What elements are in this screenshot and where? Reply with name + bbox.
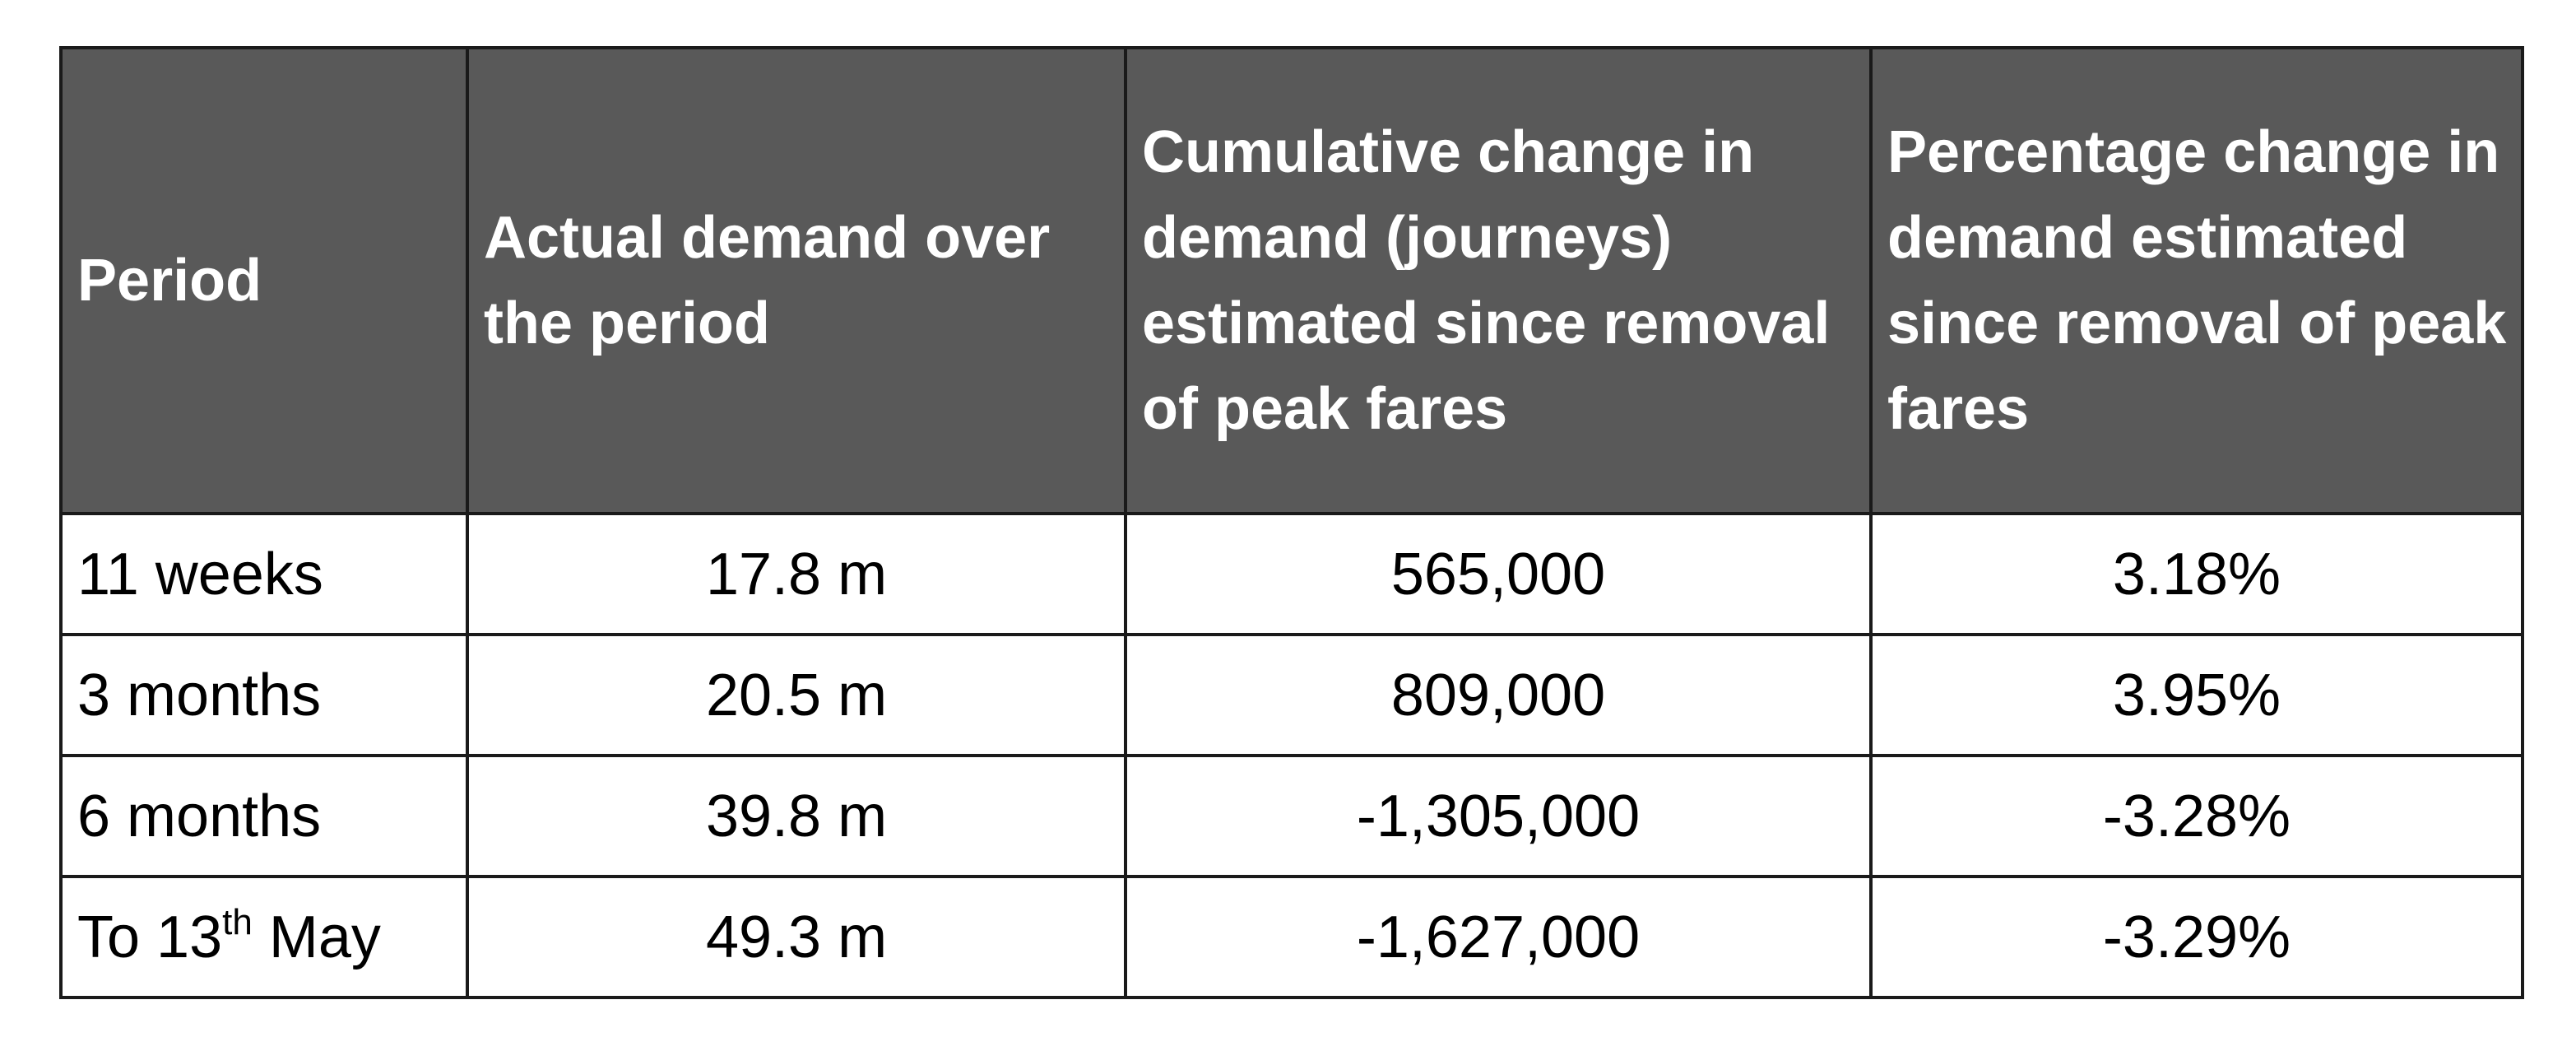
period-cell: To 13th May <box>59 875 469 999</box>
table-row: 11 weeks 17.8 m 565,000 3.18% <box>59 512 2524 636</box>
actual-demand-cell: 17.8 m <box>466 512 1127 636</box>
header-cumulative-change: Cumulative change in demand (journeys) e… <box>1124 46 1873 515</box>
period-prefix: To 13 <box>77 904 223 970</box>
period-cell: 11 weeks <box>59 512 469 636</box>
actual-demand-cell: 20.5 m <box>466 633 1127 757</box>
table-row: 6 months 39.8 m -1,305,000 -3.28% <box>59 754 2524 878</box>
demand-change-table: Period Actual demand over the period Cum… <box>59 46 2524 999</box>
cumulative-change-cell: 565,000 <box>1124 512 1873 636</box>
percentage-change-cell: -3.29% <box>1869 875 2524 999</box>
period-cell: 6 months <box>59 754 469 878</box>
percentage-change-cell: -3.28% <box>1869 754 2524 878</box>
actual-demand-cell: 39.8 m <box>466 754 1127 878</box>
header-row: Period Actual demand over the period Cum… <box>59 46 2524 515</box>
header-percentage-change: Percentage change in demand estimated si… <box>1869 46 2524 515</box>
header-period: Period <box>59 46 469 515</box>
cumulative-change-cell: -1,305,000 <box>1124 754 1873 878</box>
actual-demand-cell: 49.3 m <box>466 875 1127 999</box>
header-actual-demand: Actual demand over the period <box>466 46 1127 515</box>
period-cell: 3 months <box>59 633 469 757</box>
table-row: To 13th May 49.3 m -1,627,000 -3.29% <box>59 875 2524 999</box>
percentage-change-cell: 3.95% <box>1869 633 2524 757</box>
cumulative-change-cell: -1,627,000 <box>1124 875 1873 999</box>
period-ordinal-suffix: th <box>222 901 253 942</box>
cumulative-change-cell: 809,000 <box>1124 633 1873 757</box>
table-header: Period Actual demand over the period Cum… <box>59 46 2524 515</box>
period-month: May <box>252 904 381 970</box>
table-body: 11 weeks 17.8 m 565,000 3.18% 3 months 2… <box>59 512 2524 999</box>
table-row: 3 months 20.5 m 809,000 3.95% <box>59 633 2524 757</box>
percentage-change-cell: 3.18% <box>1869 512 2524 636</box>
